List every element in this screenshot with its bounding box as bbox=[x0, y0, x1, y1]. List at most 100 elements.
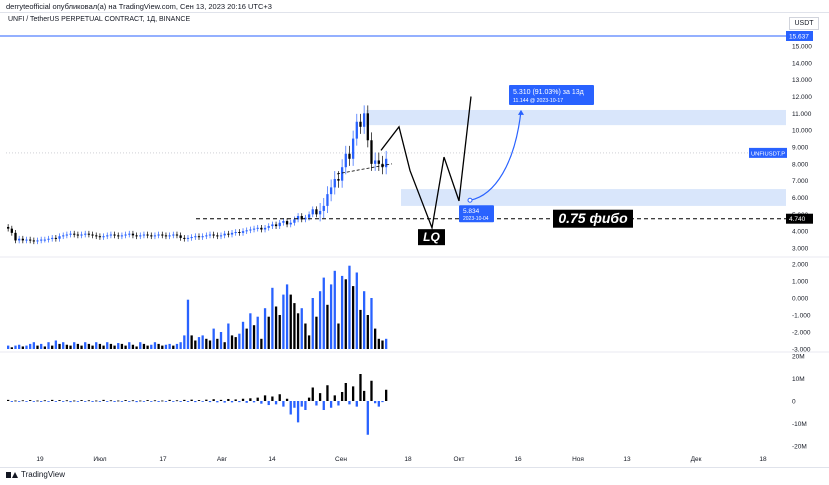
candle-body bbox=[168, 235, 171, 237]
oscillator-bar bbox=[216, 338, 219, 349]
oscillator-bar bbox=[25, 345, 28, 349]
volume-delta-bar bbox=[252, 401, 256, 403]
volume-delta-tick-label: 0 bbox=[792, 399, 796, 406]
oscillator-bar bbox=[293, 303, 296, 349]
candle-body bbox=[329, 187, 333, 195]
oscillator-tick-label: 0.000 bbox=[792, 296, 809, 303]
oscillator-bar bbox=[267, 316, 270, 349]
oscillator-bar bbox=[157, 343, 160, 349]
candle-body bbox=[260, 227, 263, 230]
candle-body bbox=[318, 210, 322, 215]
candle-body bbox=[87, 233, 91, 235]
oscillator-bar bbox=[238, 333, 241, 349]
oscillator-bar bbox=[95, 342, 98, 349]
oscillator-bar bbox=[113, 345, 116, 349]
volume-delta-bar bbox=[282, 401, 285, 407]
volume-delta-bar bbox=[179, 401, 182, 402]
oscillator-bar bbox=[318, 291, 322, 349]
candle-body bbox=[7, 226, 10, 229]
volume-delta-bar bbox=[98, 401, 102, 402]
candle-body bbox=[84, 233, 87, 235]
volume-delta-bar bbox=[14, 400, 17, 402]
volume-delta-bar bbox=[76, 401, 80, 402]
oscillator-bar bbox=[98, 343, 102, 349]
volume-delta-bar bbox=[51, 399, 54, 401]
volume-delta-bar bbox=[25, 401, 28, 402]
candle-body bbox=[300, 216, 303, 220]
candle-body bbox=[65, 234, 69, 236]
fibo-badge bbox=[553, 209, 633, 228]
candle-body bbox=[36, 240, 39, 242]
oscillator-bar bbox=[106, 342, 109, 349]
oscillator-bar bbox=[351, 286, 355, 349]
price-tick-label: 9.000 bbox=[792, 145, 809, 152]
candle-body bbox=[208, 234, 212, 236]
oscillator-bar bbox=[300, 308, 303, 349]
price-tick-label: 7.000 bbox=[792, 178, 809, 185]
time-tick-label: Июл bbox=[93, 456, 106, 463]
candle-body bbox=[304, 217, 307, 220]
volume-delta-bar bbox=[329, 401, 333, 408]
price-zones bbox=[366, 109, 786, 206]
oscillator-bar bbox=[124, 345, 127, 349]
oscillator-bar bbox=[355, 272, 358, 349]
oscillator-bar bbox=[84, 342, 87, 349]
candle-body bbox=[18, 238, 21, 241]
candle-body bbox=[263, 227, 267, 230]
volume-delta-bar bbox=[117, 400, 120, 402]
oscillator-bar bbox=[120, 343, 124, 349]
candle-body bbox=[102, 236, 105, 238]
oscillator-bar bbox=[374, 328, 377, 349]
tradingview-logo-icon bbox=[6, 471, 18, 479]
oscillator-bar bbox=[40, 343, 43, 349]
oscillator-tick-label: 1.000 bbox=[792, 279, 809, 286]
oscillator-bar bbox=[54, 340, 58, 349]
oscillator-bar bbox=[73, 342, 76, 349]
candle-body bbox=[245, 230, 248, 232]
volume-delta-bar bbox=[366, 401, 369, 435]
candle-body bbox=[355, 121, 358, 139]
candle-body bbox=[76, 234, 80, 236]
chart-area[interactable]: 15.000 14.000 13.000 12.000 11.000 10.000 9.00… bbox=[0, 0, 829, 468]
oscillator-bar bbox=[62, 342, 65, 349]
price-axis[interactable]: 15.000 14.000 13.000 12.000 11.000 10.000 9.00… bbox=[0, 31, 813, 253]
volume-delta-bar bbox=[278, 394, 281, 401]
candle-body bbox=[142, 234, 146, 236]
candle-body bbox=[194, 236, 197, 238]
volume-delta-bar bbox=[106, 401, 109, 402]
candle-body bbox=[249, 229, 252, 231]
candle-body bbox=[230, 232, 234, 235]
candle-body bbox=[80, 234, 83, 236]
candle-body bbox=[271, 224, 274, 227]
oscillator-bar bbox=[249, 313, 252, 349]
oscillator-bar bbox=[131, 344, 135, 349]
time-axis[interactable]: 19 Июл 17 Авг 14 Сен 18 Окт 16 Ноя 13 Дек 18 bbox=[36, 456, 767, 463]
candle-body bbox=[150, 235, 153, 237]
oscillator-bar bbox=[18, 344, 21, 349]
candle-body bbox=[40, 239, 43, 241]
volume-delta-bar bbox=[87, 400, 91, 402]
candle-body bbox=[359, 121, 362, 127]
time-tick-label: Дек bbox=[691, 456, 702, 463]
candle-body bbox=[333, 178, 336, 188]
oscillator-bar bbox=[201, 335, 204, 349]
candle-body bbox=[385, 158, 388, 168]
oscillator-bar bbox=[322, 277, 325, 349]
oscillator-bar bbox=[150, 344, 153, 349]
currency-selector[interactable]: USDT bbox=[789, 17, 819, 30]
volume-delta-bar bbox=[370, 380, 373, 401]
candle-body bbox=[351, 138, 355, 159]
oscillator-bar bbox=[340, 275, 344, 349]
volume-delta-bar bbox=[377, 401, 380, 407]
price-tick-label: 15.000 bbox=[792, 44, 812, 51]
volume-delta-bar bbox=[267, 401, 270, 406]
volume-delta-bar bbox=[135, 401, 138, 403]
oscillator-bar bbox=[69, 345, 72, 349]
oscillator-tick-label: -3.000 bbox=[792, 347, 811, 354]
oscillator-bar bbox=[109, 343, 113, 349]
volume-delta-bar bbox=[355, 401, 358, 407]
candle-body bbox=[326, 194, 329, 206]
candle-body bbox=[223, 233, 226, 236]
candle-body bbox=[29, 239, 32, 241]
